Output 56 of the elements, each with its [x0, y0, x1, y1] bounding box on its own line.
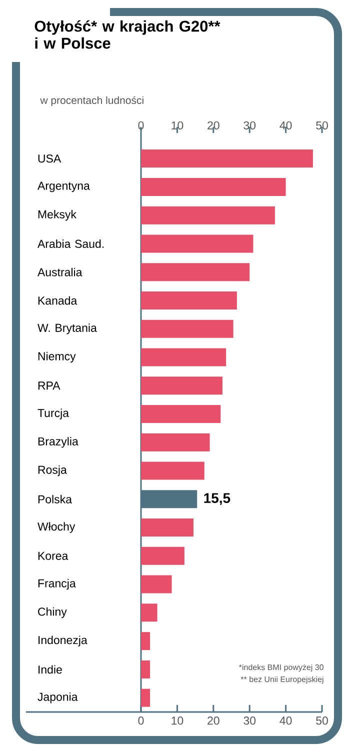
bar: [141, 688, 150, 707]
x-tick-label: 30: [244, 716, 256, 725]
bar: [141, 206, 275, 224]
bar: [141, 518, 194, 537]
x2-tick-label: 0: [138, 121, 144, 130]
y-tick-label: Arabia Saud.: [37, 239, 104, 248]
chart-subtitle: w procentach ludności: [40, 96, 144, 106]
y-tick-label: Niemcy: [38, 352, 76, 363]
x-tick-label: 40: [280, 716, 292, 725]
bar: [141, 376, 222, 395]
bar: [141, 462, 204, 480]
x2-tick-label: 30: [244, 121, 256, 130]
y-tick-label: Turcja: [38, 408, 69, 420]
y-tick-label: Kanada: [38, 296, 78, 305]
x-tick-label: 10: [172, 716, 184, 725]
bar: [141, 604, 158, 622]
y-tick-label: Francja: [38, 578, 76, 590]
y-tick-label: Brazylia: [38, 437, 78, 448]
bar: [141, 291, 237, 310]
annotation: *indeks BMI powyżej 30: [238, 664, 324, 672]
x-tick-label: 0: [138, 716, 144, 725]
chart-title: Otyłość* w krajach G20** i w Polsce: [34, 20, 220, 49]
x2-tick-label: 40: [280, 121, 292, 130]
bar: [141, 234, 254, 253]
bar: [141, 178, 286, 196]
y-tick-label: Chiny: [38, 607, 67, 618]
y-tick-label: Japonia: [38, 692, 78, 704]
y-tick-label: Argentyna: [37, 182, 90, 192]
y-tick-label: Włochy: [38, 522, 76, 533]
x2-tick-label: 10: [172, 121, 184, 130]
bar: [141, 405, 221, 423]
bar: [141, 575, 172, 594]
y-tick-label: USA: [38, 154, 62, 163]
bar: [141, 632, 150, 650]
y-tick-label: Meksyk: [38, 210, 76, 221]
bar: [141, 433, 210, 452]
x-tick-label: 50: [316, 716, 328, 725]
x2-tick-label: 50: [316, 121, 328, 130]
y-tick-label: Rosja: [38, 465, 67, 476]
x-tick-label: 20: [208, 716, 220, 725]
annotation: ** bez Unii Europejskiej: [240, 676, 324, 684]
bar: [141, 263, 250, 282]
x2-tick-label: 20: [208, 121, 220, 130]
data-label: 15,5: [204, 493, 230, 506]
y-tick-label: RPA: [38, 382, 60, 390]
bar: [141, 546, 184, 565]
y-tick-label: W. Brytania: [38, 324, 97, 334]
bar: [141, 660, 150, 678]
y-tick-label: Polska: [38, 494, 72, 504]
bar: [141, 320, 234, 338]
y-tick-label: Indie: [38, 665, 62, 674]
bar: [141, 150, 313, 168]
y-tick-label: Indonezja: [38, 636, 88, 646]
y-tick-label: Korea: [38, 552, 68, 560]
y-tick-label: Australia: [37, 268, 82, 276]
bar: [141, 348, 226, 366]
